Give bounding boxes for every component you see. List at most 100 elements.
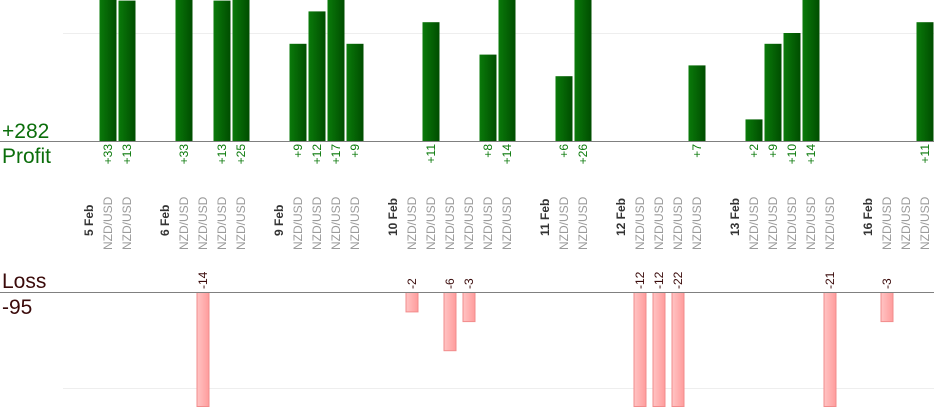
symbol-label: NZD/USD bbox=[690, 196, 704, 250]
symbol-label: NZD/USD bbox=[918, 196, 932, 250]
loss-bar[interactable] bbox=[823, 292, 837, 407]
profit-bar[interactable] bbox=[574, 0, 592, 141]
symbol-label: NZD/USD bbox=[120, 196, 134, 250]
profit-value-label: +14 bbox=[500, 144, 514, 165]
profit-value-label: +13 bbox=[120, 144, 134, 165]
date-label: 5 Feb bbox=[82, 205, 96, 236]
profit-value-label: +13 bbox=[215, 144, 229, 165]
symbol-label: NZD/USD bbox=[443, 196, 457, 250]
symbol-label: NZD/USD bbox=[329, 196, 343, 250]
loss-value-label: -22 bbox=[671, 271, 685, 289]
profit-value-label: +9 bbox=[291, 144, 305, 158]
symbol-label: NZD/USD bbox=[652, 196, 666, 250]
loss-bar[interactable] bbox=[405, 292, 419, 313]
date-label: 6 Feb bbox=[158, 205, 172, 236]
loss-value-label: -14 bbox=[196, 271, 210, 289]
profit-value-label: +33 bbox=[101, 144, 115, 165]
symbol-label: NZD/USD bbox=[462, 196, 476, 250]
profit-value-label: +9 bbox=[348, 144, 362, 158]
profit-value-label: +7 bbox=[690, 144, 704, 158]
profit-bar[interactable] bbox=[118, 0, 136, 141]
profit-value-label: +6 bbox=[557, 144, 571, 158]
profit-bar[interactable] bbox=[232, 0, 250, 141]
loss-total: -95 bbox=[2, 296, 32, 319]
symbol-label: NZD/USD bbox=[804, 196, 818, 250]
loss-value-label: -2 bbox=[405, 278, 419, 289]
symbol-label: NZD/USD bbox=[557, 196, 571, 250]
profit-bar[interactable] bbox=[498, 0, 516, 141]
symbol-label: NZD/USD bbox=[671, 196, 685, 250]
symbol-label: NZD/USD bbox=[196, 196, 210, 250]
symbol-label: NZD/USD bbox=[348, 196, 362, 250]
symbol-label: NZD/USD bbox=[633, 196, 647, 250]
profit-value-label: +8 bbox=[481, 144, 495, 158]
date-label: 11 Feb bbox=[538, 199, 552, 236]
profit-value-label: +26 bbox=[576, 144, 590, 165]
profit-value-label: +2 bbox=[747, 144, 761, 158]
symbol-label: NZD/USD bbox=[899, 196, 913, 250]
date-label: 16 Feb bbox=[861, 198, 875, 236]
profit-bar[interactable] bbox=[289, 43, 307, 141]
profit-bar[interactable] bbox=[175, 0, 193, 141]
symbol-label: NZD/USD bbox=[234, 196, 248, 250]
symbol-label: NZD/USD bbox=[766, 196, 780, 250]
symbol-label: NZD/USD bbox=[424, 196, 438, 250]
loss-bar[interactable] bbox=[196, 292, 210, 407]
profit-bar[interactable] bbox=[745, 119, 763, 141]
date-label: 10 Feb bbox=[386, 198, 400, 236]
loss-value-label: -12 bbox=[652, 271, 666, 289]
profit-bar[interactable] bbox=[802, 0, 820, 141]
loss-label: Loss bbox=[2, 270, 46, 293]
profit-bar[interactable] bbox=[213, 0, 231, 141]
profit-value-label: +10 bbox=[785, 144, 799, 165]
loss-value-label: -12 bbox=[633, 271, 647, 289]
profit-bar[interactable] bbox=[764, 43, 782, 141]
profit-value-label: +25 bbox=[234, 144, 248, 165]
symbol-label: NZD/USD bbox=[177, 196, 191, 250]
symbol-label: NZD/USD bbox=[823, 196, 837, 250]
profit-bar[interactable] bbox=[422, 22, 440, 142]
loss-value-label: -3 bbox=[462, 278, 476, 289]
profit-value-label: +33 bbox=[177, 144, 191, 165]
profit-bar[interactable] bbox=[308, 11, 326, 142]
profit-label: Profit bbox=[2, 145, 51, 168]
profit-bar[interactable] bbox=[555, 76, 573, 141]
loss-value-label: -6 bbox=[443, 278, 457, 289]
date-label: 9 Feb bbox=[272, 205, 286, 236]
symbol-label: NZD/USD bbox=[291, 196, 305, 250]
profit-bar[interactable] bbox=[327, 0, 345, 141]
loss-bar[interactable] bbox=[633, 292, 647, 407]
profit-value-label: +17 bbox=[329, 144, 343, 165]
profit-value-label: +12 bbox=[310, 144, 324, 165]
loss-value-label: -21 bbox=[823, 271, 837, 289]
loss-value-label: -3 bbox=[880, 278, 894, 289]
loss-bar[interactable] bbox=[671, 292, 685, 407]
profit-value-label: +11 bbox=[918, 144, 932, 164]
date-label: 12 Feb bbox=[614, 198, 628, 236]
loss-bar[interactable] bbox=[880, 292, 894, 323]
profit-bar[interactable] bbox=[688, 65, 706, 141]
symbol-label: NZD/USD bbox=[310, 196, 324, 250]
profit-bar[interactable] bbox=[916, 22, 934, 142]
symbol-label: NZD/USD bbox=[500, 196, 514, 250]
symbol-label: NZD/USD bbox=[747, 196, 761, 250]
date-label: 13 Feb bbox=[728, 198, 742, 236]
symbol-label: NZD/USD bbox=[785, 196, 799, 250]
profit-value-label: +9 bbox=[766, 144, 780, 158]
profit-bar[interactable] bbox=[99, 0, 117, 141]
symbol-label: NZD/USD bbox=[576, 196, 590, 250]
symbol-label: NZD/USD bbox=[880, 196, 894, 250]
loss-bar[interactable] bbox=[462, 292, 476, 323]
profit-bar[interactable] bbox=[346, 43, 364, 141]
symbol-label: NZD/USD bbox=[405, 196, 419, 250]
loss-bar[interactable] bbox=[652, 292, 666, 407]
profit-bar[interactable] bbox=[479, 54, 497, 141]
profit-value-label: +14 bbox=[804, 144, 818, 165]
symbol-label: NZD/USD bbox=[215, 196, 229, 250]
loss-bar[interactable] bbox=[443, 292, 457, 352]
profit-bar[interactable] bbox=[783, 33, 801, 141]
profit-total: +282 bbox=[2, 120, 49, 143]
profit-value-label: +11 bbox=[424, 144, 438, 164]
symbol-label: NZD/USD bbox=[481, 196, 495, 250]
